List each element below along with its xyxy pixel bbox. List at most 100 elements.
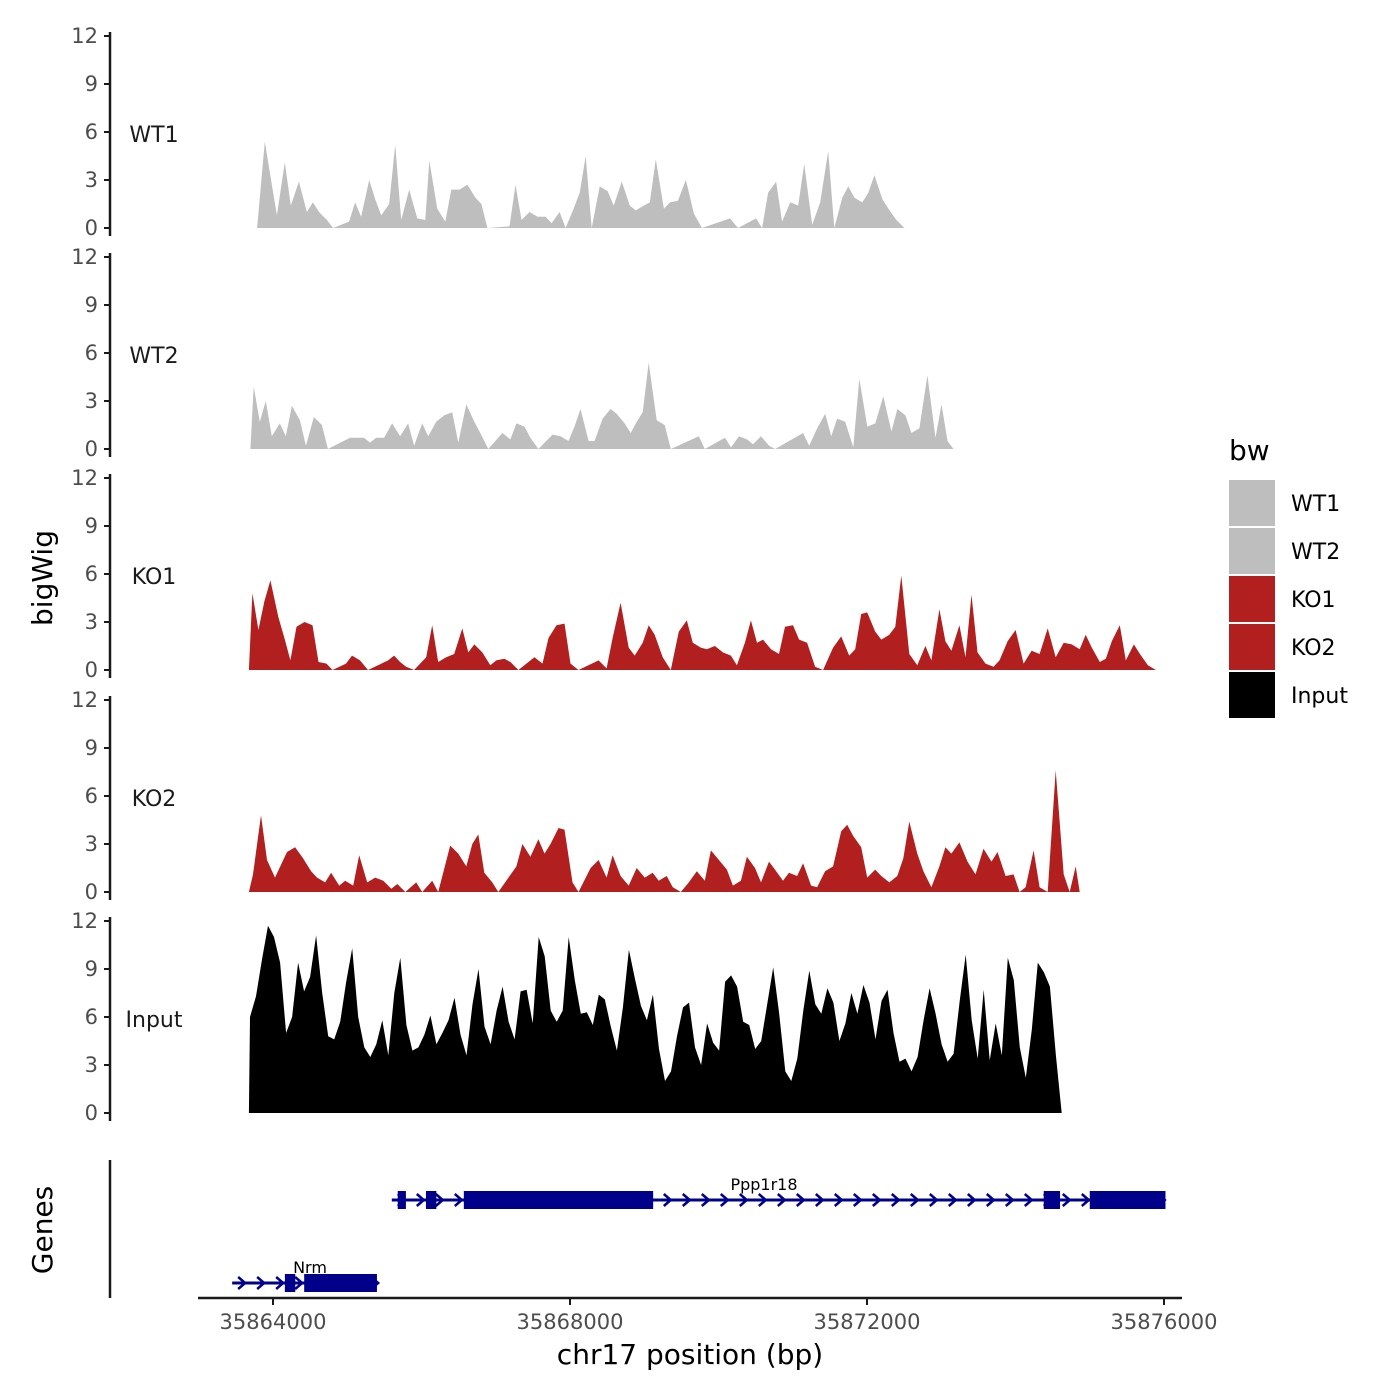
track-wt2: 0 3 6 9 12 WT2: [71, 245, 954, 461]
strand-arrow: [453, 1193, 464, 1207]
gene-exon: [1043, 1191, 1061, 1209]
gene-exon: [284, 1274, 296, 1292]
track-label: KO1: [132, 565, 177, 590]
coverage-tracks: 0 3 6 9 12 WT1 0 3 6 9 12 WT2 0 3 6 9 12 KO1 0 3 6 9 12 KO2 0 3 6 9…: [71, 24, 1156, 1125]
strand-arrow: [795, 1193, 806, 1207]
x-tick-label: 35872000: [814, 1310, 921, 1334]
y-tick-label: 6: [85, 1005, 98, 1029]
y-tick-label: 12: [71, 24, 98, 48]
legend-label-wt1: WT1: [1291, 492, 1340, 517]
strand-arrow: [928, 1193, 939, 1207]
strand-arrow: [966, 1193, 977, 1207]
x-tick-label: 35876000: [1111, 1310, 1218, 1334]
strand-arrow: [700, 1193, 711, 1207]
gene-exon: [397, 1191, 406, 1209]
y-tick-label: 6: [85, 562, 98, 586]
y-tick-label: 12: [71, 688, 98, 712]
gene-name-label: Nrm: [293, 1258, 327, 1277]
gene-track: Ppp1r18 Nrm: [108, 1160, 1167, 1298]
strand-arrow: [256, 1276, 267, 1290]
strand-arrow: [852, 1193, 863, 1207]
y-tick-label: 9: [85, 514, 98, 538]
legend-label-ko1: KO1: [1291, 588, 1336, 613]
strand-arrow: [776, 1193, 787, 1207]
legend-swatch-input: [1229, 672, 1275, 718]
track-label: WT2: [129, 344, 178, 369]
strand-arrow: [985, 1193, 996, 1207]
gene-nrm: Nrm: [232, 1258, 381, 1292]
gene-exon: [463, 1191, 654, 1209]
strand-arrow: [237, 1276, 248, 1290]
x-tick-label: 35868000: [517, 1310, 624, 1334]
strand-arrow: [757, 1193, 768, 1207]
y-tick-label: 0: [85, 880, 98, 904]
x-tick-label: 35864000: [220, 1310, 327, 1334]
strand-arrow: [1080, 1193, 1091, 1207]
legend-swatch-wt1: [1229, 480, 1275, 526]
coverage-area-ko2: [248, 770, 1080, 892]
coverage-area-input: [248, 925, 1062, 1113]
gene-exon: [304, 1274, 377, 1292]
strand-arrow: [434, 1193, 445, 1207]
strand-arrow: [814, 1193, 825, 1207]
y-tick-label: 3: [85, 832, 98, 856]
track-ko2: 0 3 6 9 12 KO2: [71, 688, 1080, 904]
strand-arrow: [833, 1193, 844, 1207]
y-tick-label: 3: [85, 389, 98, 413]
legend-label-ko2: KO2: [1291, 636, 1336, 661]
legend-label-wt2: WT2: [1291, 540, 1340, 565]
strand-arrow: [871, 1193, 882, 1207]
strand-arrow: [1061, 1193, 1072, 1207]
y-tick-label: 12: [71, 466, 98, 490]
coverage-area-wt2: [250, 362, 954, 449]
track-label: WT1: [129, 123, 178, 148]
y-tick-label: 6: [85, 784, 98, 808]
track-ko1: 0 3 6 9 12 KO1: [71, 466, 1156, 682]
gene-exon: [1089, 1191, 1166, 1209]
legend: bw WT1 WT2 KO1 KO2 Input: [1229, 434, 1348, 718]
y-tick-label: 9: [85, 293, 98, 317]
strand-arrow: [947, 1193, 958, 1207]
track-label: Input: [126, 1008, 183, 1033]
strand-arrow: [275, 1276, 286, 1290]
strand-arrow: [662, 1193, 673, 1207]
y-tick-label: 6: [85, 120, 98, 144]
coverage-area-wt1: [257, 141, 905, 228]
legend-title: bw: [1229, 434, 1270, 467]
track-label: KO2: [132, 787, 177, 812]
gene-name-label: Ppp1r18: [730, 1175, 797, 1194]
x-axis-title: chr17 position (bp): [557, 1338, 823, 1371]
legend-swatch-ko1: [1229, 576, 1275, 622]
genes-track-title: Genes: [26, 1186, 59, 1274]
strand-arrow: [1004, 1193, 1015, 1207]
x-axis: 35864000 35868000 35872000 35876000: [198, 1296, 1218, 1334]
gene-ppp1r18: Ppp1r18: [391, 1175, 1167, 1209]
gene-exon: [425, 1191, 437, 1209]
strand-arrow: [890, 1193, 901, 1207]
strand-arrow: [415, 1193, 426, 1207]
track-wt1: 0 3 6 9 12 WT1: [71, 24, 905, 240]
strand-arrow: [909, 1193, 920, 1207]
coverage-area-ko1: [248, 575, 1156, 670]
y-tick-label: 12: [71, 909, 98, 933]
track-input: 0 3 6 9 12 Input: [71, 909, 1062, 1125]
strand-arrow: [294, 1276, 305, 1290]
y-tick-label: 0: [85, 437, 98, 461]
strand-arrow: [719, 1193, 730, 1207]
strand-arrow: [681, 1193, 692, 1207]
y-axis-title: bigWig: [26, 530, 59, 626]
y-tick-label: 9: [85, 957, 98, 981]
y-tick-label: 3: [85, 168, 98, 192]
y-tick-label: 9: [85, 736, 98, 760]
y-tick-label: 3: [85, 610, 98, 634]
y-tick-label: 0: [85, 216, 98, 240]
legend-swatch-wt2: [1229, 528, 1275, 574]
legend-swatch-ko2: [1229, 624, 1275, 670]
legend-label-input: Input: [1291, 684, 1348, 709]
strand-arrow: [738, 1193, 749, 1207]
y-tick-label: 0: [85, 658, 98, 682]
y-tick-label: 6: [85, 341, 98, 365]
y-tick-label: 12: [71, 245, 98, 269]
y-tick-label: 0: [85, 1101, 98, 1125]
